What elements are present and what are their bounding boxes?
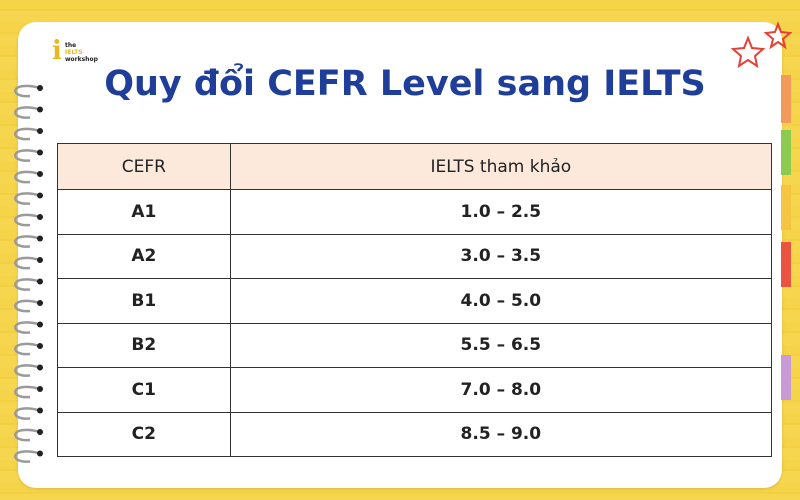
tab [781, 242, 791, 287]
header-cell: IELTS tham khảo [229, 143, 773, 190]
spiral-hole [37, 149, 43, 156]
spiral-hole [37, 171, 43, 177]
title: Quy đổi CEFR Level sang IELTS [104, 64, 706, 104]
spiral-ring [13, 149, 41, 162]
spiral-ring [13, 170, 41, 184]
logo-text: IELTS [65, 49, 83, 56]
table-cell: A1 [57, 189, 231, 235]
spiral-hole [37, 85, 43, 91]
table-row: A1 1.0 – 2.5 [57, 189, 773, 235]
spiral-hole [37, 235, 43, 242]
spiral-hole [37, 343, 43, 349]
spiral-hole [37, 386, 43, 392]
table-cell: B1 [57, 278, 231, 324]
logo-text: workshop [65, 56, 98, 63]
table-row: B1 4.0 – 5.0 [57, 278, 773, 324]
spiral-ring [13, 278, 41, 291]
spiral-ring [13, 364, 41, 377]
spiral-ring [13, 127, 41, 141]
spiral-ring [13, 235, 41, 248]
logo: i the IELTS workshop [52, 36, 102, 68]
table-cell: 1.0 – 2.5 [229, 189, 773, 235]
spiral-hole [37, 214, 43, 220]
spiral-ring [13, 450, 41, 463]
spiral-hole [37, 106, 43, 113]
tab [781, 185, 791, 230]
table-row: C2 8.5 – 9.0 [57, 411, 773, 457]
spiral-hole [37, 429, 43, 435]
table-cell: C2 [57, 411, 231, 457]
table-row: A2 3.0 – 3.5 [57, 233, 773, 279]
spiral-ring [13, 428, 41, 442]
spiral-ring [13, 385, 41, 399]
header-cell: CEFR [57, 143, 231, 190]
spiral-hole [37, 257, 43, 263]
tab [781, 355, 791, 400]
spiral-hole [37, 278, 43, 285]
table-cell: 4.0 – 5.0 [229, 278, 773, 324]
star [730, 35, 766, 69]
spiral-hole [37, 128, 43, 134]
spiral-hole [37, 364, 43, 371]
spiral-hole [37, 192, 43, 199]
spiral-hole [37, 407, 43, 414]
spiral-ring [13, 256, 41, 270]
spiral-ring [13, 213, 41, 227]
spiral-hole [37, 300, 43, 306]
spiral-ring [13, 192, 41, 205]
header-row: CEFR IELTS tham khảo [57, 143, 773, 190]
tab [781, 75, 791, 123]
logo-icon: i [52, 36, 62, 66]
tab [781, 130, 791, 175]
spiral-ring [13, 299, 41, 313]
spiral-ring [13, 407, 41, 420]
table-cell: 3.0 – 3.5 [229, 233, 773, 279]
table-cell: 5.5 – 6.5 [229, 322, 773, 368]
spiral-ring [13, 106, 41, 119]
table-cell: 7.0 – 8.0 [229, 367, 773, 413]
table-cell: A2 [57, 233, 231, 279]
table-cell: C1 [57, 367, 231, 413]
table-row: C1 7.0 – 8.0 [57, 367, 773, 413]
spiral-ring [13, 342, 41, 356]
spiral-hole [37, 450, 43, 457]
spiral-ring [13, 84, 41, 98]
spiral-hole [37, 321, 43, 328]
table-row: B2 5.5 – 6.5 [57, 322, 773, 368]
logo-text: the [65, 42, 77, 49]
table-cell: B2 [57, 322, 231, 368]
conversion-table: CEFR IELTS tham khảo A1 1.0 – 2.5 A2 3.0 – 3.… [57, 143, 773, 457]
star [763, 21, 793, 50]
spiral-ring [13, 321, 41, 334]
table-cell: 8.5 – 9.0 [229, 411, 773, 457]
